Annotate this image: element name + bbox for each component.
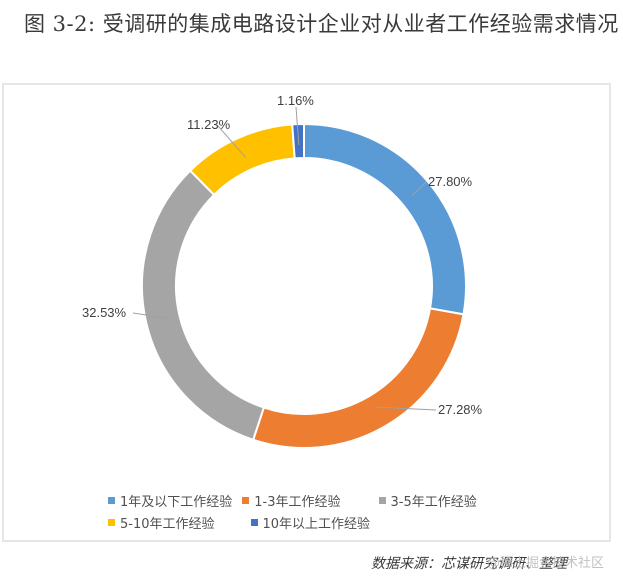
data-label-exp-1-3: 27.28% <box>438 402 483 417</box>
leader-line <box>411 181 427 196</box>
leader-line <box>217 125 247 158</box>
data-label-exp-5-10: 11.23% <box>187 117 231 132</box>
legend-swatch-icon <box>250 518 258 526</box>
legend-swatch-icon <box>108 518 115 526</box>
chart-frame <box>2 83 611 542</box>
chart-legend: 1年及以下工作经验 1-3年工作经验 3-5年工作经验 5-10年工作经验 10… <box>108 489 487 533</box>
legend-item-exp-5-10: 5-10年工作经验 <box>108 513 215 532</box>
donut-slice <box>303 122 467 316</box>
legend-swatch-icon <box>108 496 115 504</box>
legend-label: 5-10年工作经验 <box>120 516 215 532</box>
legend-item-exp-3-5: 3-5年工作经验 <box>378 491 477 510</box>
chart-title: 图 3-2: 受调研的集成电路设计企业对从业者工作经验需求情况 <box>24 12 619 36</box>
data-label-exp-3-5: 32.53% <box>82 305 127 320</box>
legend-label: 1-3年工作经验 <box>254 494 341 510</box>
data-label-exp-le1: 27.80% <box>428 174 473 189</box>
legend-swatch-icon <box>378 496 386 504</box>
legend-swatch-icon <box>242 496 250 504</box>
donut-slices <box>141 122 467 449</box>
legend-item-exp-le1: 1年及以下工作经验 <box>108 491 232 510</box>
leader-line <box>376 406 437 411</box>
donut-slice <box>251 307 465 449</box>
legend-label: 3-5年工作经验 <box>390 494 477 510</box>
legend-item-exp-1-3: 1-3年工作经验 <box>242 491 341 510</box>
data-label-exp-gt10: 1.16% <box>277 93 314 108</box>
legend-label: 1年及以下工作经验 <box>120 494 233 510</box>
legend-item-exp-gt10: 10年以上工作经验 <box>250 513 371 532</box>
leader-line <box>132 312 167 319</box>
legend-label: 10年以上工作经验 <box>262 516 371 532</box>
donut-slice <box>141 169 266 442</box>
label-leader-lines <box>132 106 437 411</box>
watermark: @稀土掘金技术社区 <box>487 556 605 571</box>
donut-slice <box>188 123 296 197</box>
data-source-note: 数据来源：芯谋研究调研、整理 <box>371 556 567 572</box>
leader-line <box>295 106 300 146</box>
